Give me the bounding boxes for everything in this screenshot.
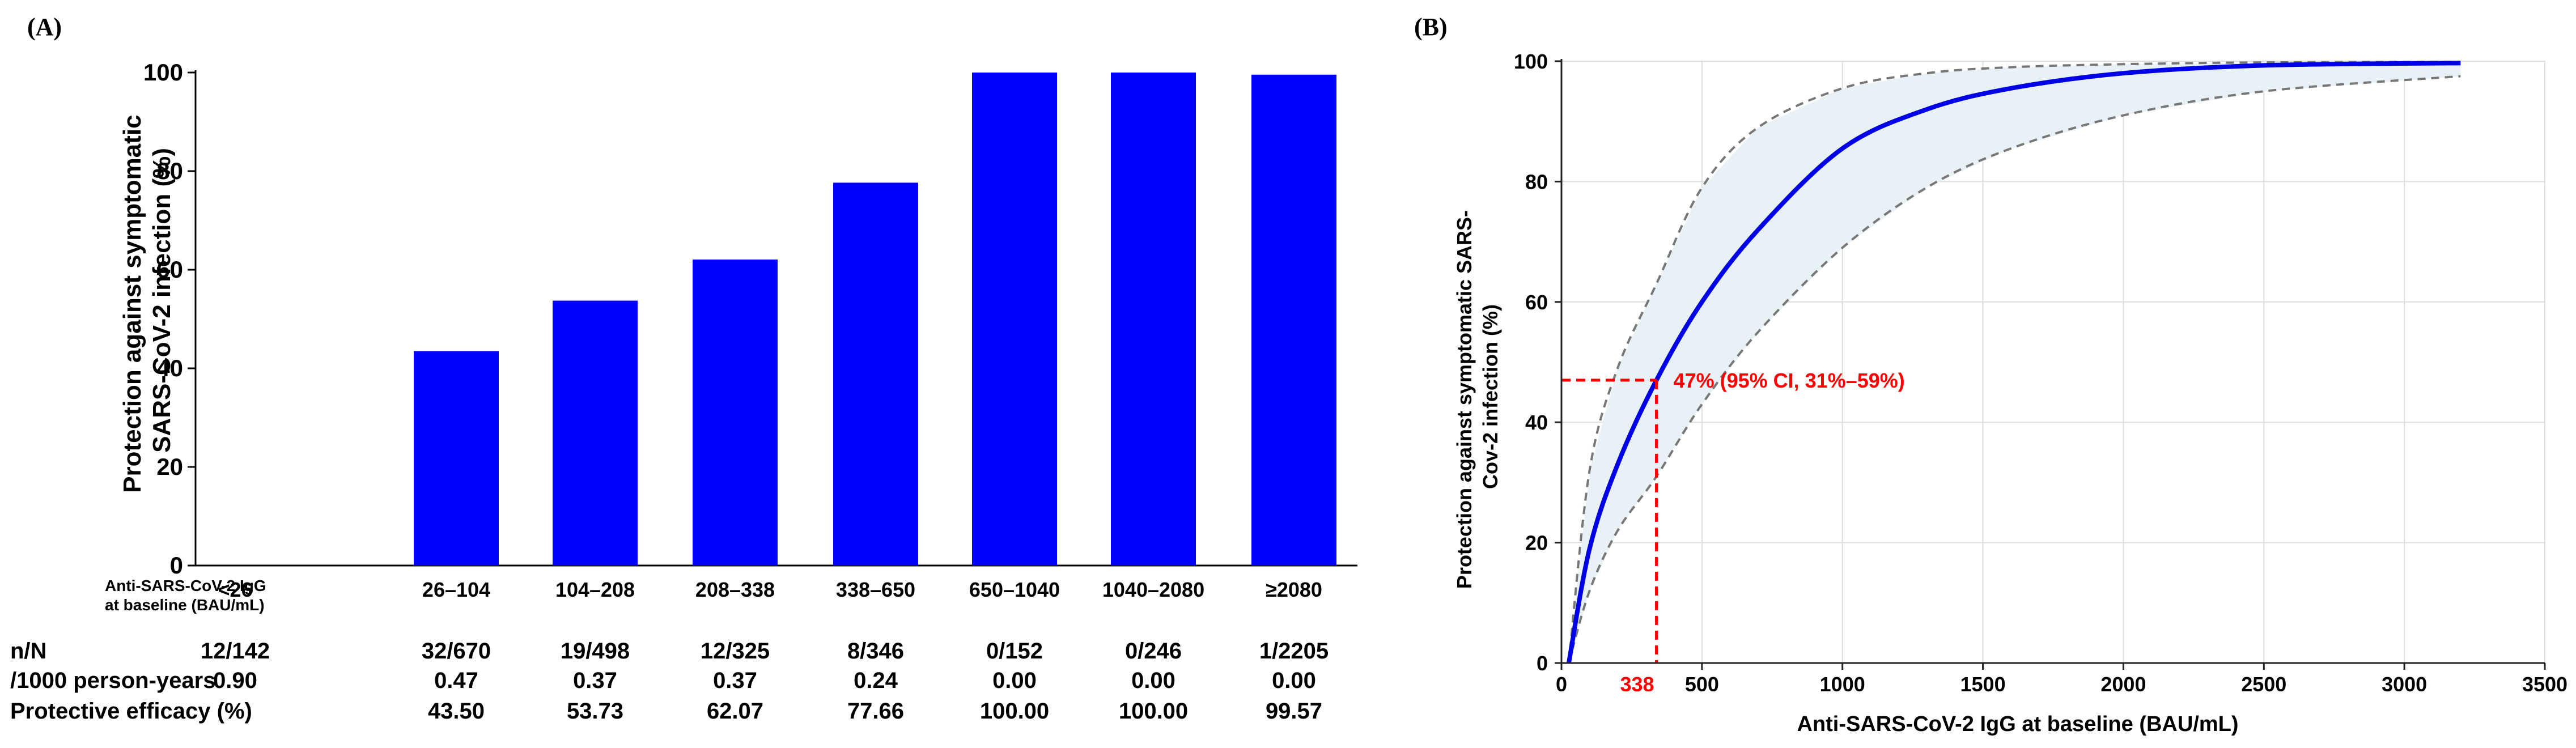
- panel-a-x-axis-label: Anti-SARS-CoV-2 IgG at baseline (BAU/mL): [105, 577, 270, 614]
- panel-a-table-row-label: Protective efficacy (%): [10, 699, 252, 724]
- panel-b-x-tick-label: 2000: [2100, 673, 2146, 696]
- panel-b-ci-lines: [1567, 61, 2461, 664]
- panel-b-ci-lower-line: [1567, 75, 2461, 664]
- panel-b-y-axis-label: Protection against symptomatic SARS- Cov…: [1453, 205, 1502, 589]
- panel-a-x-axis-label-line-2: at baseline (BAU/mL): [105, 596, 265, 614]
- panel-a-category-label: 208–338: [695, 578, 775, 601]
- panel-b-ci-band-area: [1568, 62, 2461, 664]
- panel-a-table-cell: 8/346: [847, 639, 904, 664]
- panel-a-category-label: 26–104: [422, 578, 490, 601]
- panel-a-table-cell: 0.00: [1131, 668, 1175, 693]
- panel-a-bar: [1251, 74, 1336, 566]
- panel-a-bars: [414, 73, 1336, 566]
- panel-a-table-row-label: n/N: [10, 639, 46, 664]
- panel-b-y-tick-label: 60: [1525, 291, 1548, 314]
- panel-a-label: (A): [27, 13, 62, 41]
- panel-a-table-cell: 1/2205: [1259, 639, 1329, 664]
- panel-b-ticks: 0 500 1000 1500 2000 2500 3000 3500 0 20 40 60 80 100: [1514, 50, 2567, 696]
- panel-b-axes: [1560, 59, 2545, 664]
- panel-b-x-axis-label: Anti-SARS-CoV-2 IgG at baseline (BAU/mL): [1797, 712, 2238, 736]
- panel-a-table-cell: 0.37: [573, 668, 617, 693]
- panel-b-y-axis-label-line-2: Cov-2 infection (%): [1479, 304, 1502, 489]
- panel-b-y-tick-label: 20: [1525, 532, 1548, 555]
- panel-b-y-axis-label-line-1: Protection against symptomatic SARS-: [1453, 210, 1476, 589]
- panel-a-category-label: 1040–2080: [1102, 578, 1204, 601]
- panel-b-label: (B): [1414, 13, 1448, 41]
- panel-a-table-cell: 32/670: [422, 639, 491, 664]
- panel-b-y-tick-label: 100: [1514, 50, 1548, 73]
- panel-a-table-cell: 0/246: [1125, 639, 1182, 664]
- panel-a-table-cell: 77.66: [847, 699, 904, 724]
- panel-a-table-cell: 53.73: [567, 699, 623, 724]
- panel-a-table-cell: 0.37: [713, 668, 757, 693]
- panel-a-table-cell: 100.00: [1119, 699, 1188, 724]
- panel-a-table-cell: 12/142: [201, 639, 270, 664]
- panel-a-table-cell: 99.57: [1266, 699, 1322, 724]
- panel-a-y-tick-label: 20: [156, 453, 183, 480]
- panel-b-x-tick-label: 3000: [2382, 673, 2427, 696]
- panel-a-table-cell: 12/325: [701, 639, 770, 664]
- panel-b-marker: 47% (95% CI, 31%–59%) 338: [1561, 369, 1905, 696]
- panel-a-y-tick-label: 40: [156, 355, 183, 381]
- panel-a-table-cell: 19/498: [561, 639, 630, 664]
- panel-a-table-cell: 0.90: [213, 668, 257, 693]
- panel-b-y-tick-label: 0: [1537, 652, 1548, 675]
- panel-b-protection-curve: [1566, 61, 2461, 664]
- panel-a-category-label: 338–650: [836, 578, 915, 601]
- panel-a-y-tick-label: 0: [170, 552, 183, 579]
- panel-a-category-label: 650–1040: [969, 578, 1060, 601]
- panel-a-bar: [1111, 73, 1196, 566]
- panel-b-line-chart: (B) Protection against symptomatic SARS-…: [1414, 13, 2567, 736]
- panel-a-y-tick-label: 60: [156, 256, 183, 283]
- panel-b-y-tick-label: 80: [1525, 170, 1548, 193]
- panel-b-x-tick-label: 3500: [2522, 673, 2567, 696]
- panel-b-x-tick-label: 0: [1556, 673, 1567, 696]
- panel-b-x-tick-label: 2500: [2241, 673, 2286, 696]
- panel-a-category-label: 104–208: [555, 578, 635, 601]
- panel-b-marker-x-label: 338: [1620, 673, 1654, 696]
- panel-a-category-labels: <26 26–104 104–208 208–338 338–650 650–1040 10…: [218, 578, 1322, 601]
- panel-a-bar-chart: (A) Protection against symptomatic SARS-…: [10, 13, 1357, 724]
- panel-a-table-cell: 0.47: [434, 668, 478, 693]
- panel-a-data-table: n/N 12/142 32/670 19/498 12/325 8/346 0/152 0/2…: [10, 639, 1329, 724]
- panel-a-y-axis-label: Protection against symptomatic SARS-CoV-…: [118, 108, 176, 493]
- panel-b-marker-annotation: 47% (95% CI, 31%–59%): [1674, 369, 1905, 392]
- panel-b-curve: [1566, 61, 2461, 664]
- panel-a-bar: [972, 73, 1057, 566]
- panel-b-ci-upper-line: [1567, 61, 2461, 664]
- panel-b-y-tick-label: 40: [1525, 411, 1548, 434]
- panel-a-y-tick-label: 100: [143, 59, 183, 86]
- panel-a-category-label: ≥2080: [1266, 578, 1322, 601]
- panel-a-y-ticks: 0 20 40 60 80 100: [143, 59, 196, 579]
- panel-b-x-tick-label: 1000: [1820, 673, 1865, 696]
- panel-a-table-cell: 0.00: [992, 668, 1037, 693]
- panel-a-y-axis-label-line-2: SARS-CoV-2 infection (%): [148, 148, 176, 453]
- panel-a-bar: [693, 259, 778, 566]
- panel-a-y-tick-label: 80: [156, 158, 183, 184]
- panel-a-category-label: <26: [218, 578, 252, 601]
- panel-a-table-cell: 100.00: [980, 699, 1049, 724]
- panel-b-x-tick-label: 1500: [1960, 673, 2006, 696]
- panel-b-ci-band: [1568, 62, 2461, 664]
- panel-a-x-axis-label-line-1: Anti-SARS-CoV-2 IgG: [105, 577, 266, 594]
- panel-a-table-cell: 0/152: [986, 639, 1043, 664]
- panel-a-bar: [833, 182, 918, 566]
- panel-b-x-tick-label: 500: [1685, 673, 1719, 696]
- panel-a-bar: [553, 300, 638, 566]
- panel-a-bar: [414, 351, 499, 566]
- panel-a-table-row-label: /1000 person-years: [10, 668, 215, 693]
- panel-a-y-axis-label-line-1: Protection against symptomatic: [118, 114, 146, 492]
- panel-a-table-cell: 43.50: [428, 699, 485, 724]
- panel-a-table-cell: 0.24: [854, 668, 898, 693]
- panel-a-table-cell: 0.00: [1272, 668, 1316, 693]
- panel-a-table-cell: 62.07: [707, 699, 763, 724]
